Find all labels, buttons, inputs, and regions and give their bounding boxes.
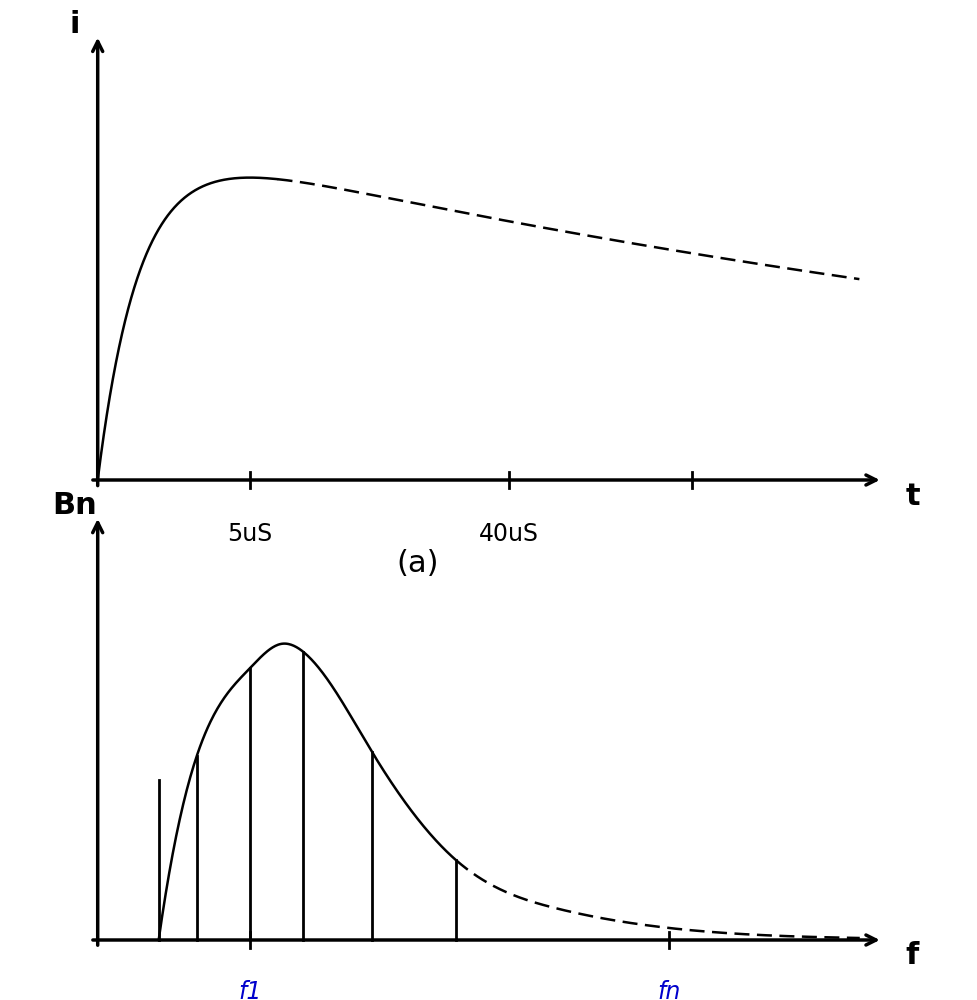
Text: fn: fn bbox=[658, 980, 681, 1000]
Text: f: f bbox=[906, 942, 918, 970]
Text: Bn: Bn bbox=[53, 491, 98, 520]
Text: i: i bbox=[69, 10, 80, 39]
Text: (a): (a) bbox=[397, 550, 439, 578]
Text: f1: f1 bbox=[238, 980, 262, 1000]
Text: t: t bbox=[906, 482, 920, 511]
Text: 40uS: 40uS bbox=[479, 522, 539, 546]
Text: 5uS: 5uS bbox=[228, 522, 273, 546]
